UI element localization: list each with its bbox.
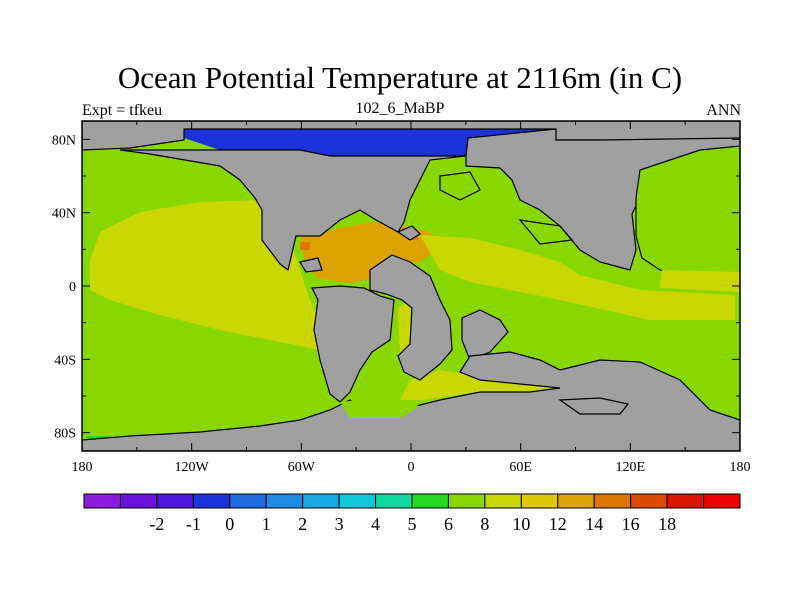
colorbar-label: 12 [549,514,567,534]
colorbar-swatch [447,493,486,509]
colorbar-label: -2 [149,514,164,534]
period-label: 102_6_MaBP [355,100,445,117]
colorbar-swatch [375,493,413,509]
colorbar-label: 1 [262,514,271,534]
colorbar-label: 16 [622,514,640,534]
colorbar-label: 3 [335,514,344,534]
x-tick-label: 0 [408,460,415,475]
colorbar-swatch [229,493,267,509]
colorbar-swatch [484,493,522,509]
indian-warm-band [420,235,735,320]
colorbar-swatch [630,493,668,509]
colorbar-swatch [338,493,377,509]
colorbar-swatch [520,493,559,509]
colorbar-swatch [302,493,340,509]
hot-spot-west [300,242,310,250]
colorbar-label: 6 [444,514,453,534]
colorbar-swatch [411,493,449,509]
colorbar-label: 0 [225,514,234,534]
experiment-label: Expt = tfkeu [82,102,163,119]
colorbar-swatch [557,493,595,509]
y-tick-label: 80N [52,133,76,148]
arctic-cold-water [184,129,556,156]
colorbar-swatch [83,493,121,509]
east-pacific-ocean [635,145,740,283]
y-tick-label: 40S [54,353,76,368]
x-tick-label: 60E [509,460,532,475]
colorbar-label: -1 [186,514,201,534]
map-plot-area [82,121,740,451]
map-title: Ocean Potential Temperature at 2116m (in… [117,60,683,95]
colorbar-swatch [703,493,741,509]
land-masses [82,121,740,451]
colorbar-swatch [192,493,231,509]
y-tick-label: 80S [54,427,76,442]
colorbar-label: 5 [408,514,417,534]
colorbar-swatch [119,493,158,509]
x-tick-label: 120E [616,460,646,475]
colorbar-label: 8 [480,514,489,534]
colorbar-swatch [593,493,632,509]
colorbar-label: 18 [658,514,676,534]
y-tick-label: 40N [52,207,76,222]
east-warm-strip [660,270,740,292]
axis-ticks: 180 120W 60W 0 60E 120E 180 80N 40N 0 40S 80S [52,121,751,475]
colorbar-label: 4 [371,514,380,534]
colorbar-swatch [666,493,705,509]
colorbar-label: 10 [512,514,530,534]
south-atlantic-ocean [340,398,420,418]
x-tick-label: 180 [72,460,93,475]
x-tick-label: 60W [288,460,316,475]
season-label: ANN [706,102,741,119]
colorbar: -2 -1 0 1 2 3 4 5 6 8 10 12 14 16 18 [83,493,741,534]
colorbar-swatch [156,493,194,509]
x-tick-label: 120W [175,460,210,475]
colorbar-label: 14 [585,514,603,534]
y-tick-label: 0 [69,280,76,295]
x-tick-label: 180 [730,460,751,475]
colorbar-label: 2 [298,514,307,534]
colorbar-swatch [265,493,304,509]
